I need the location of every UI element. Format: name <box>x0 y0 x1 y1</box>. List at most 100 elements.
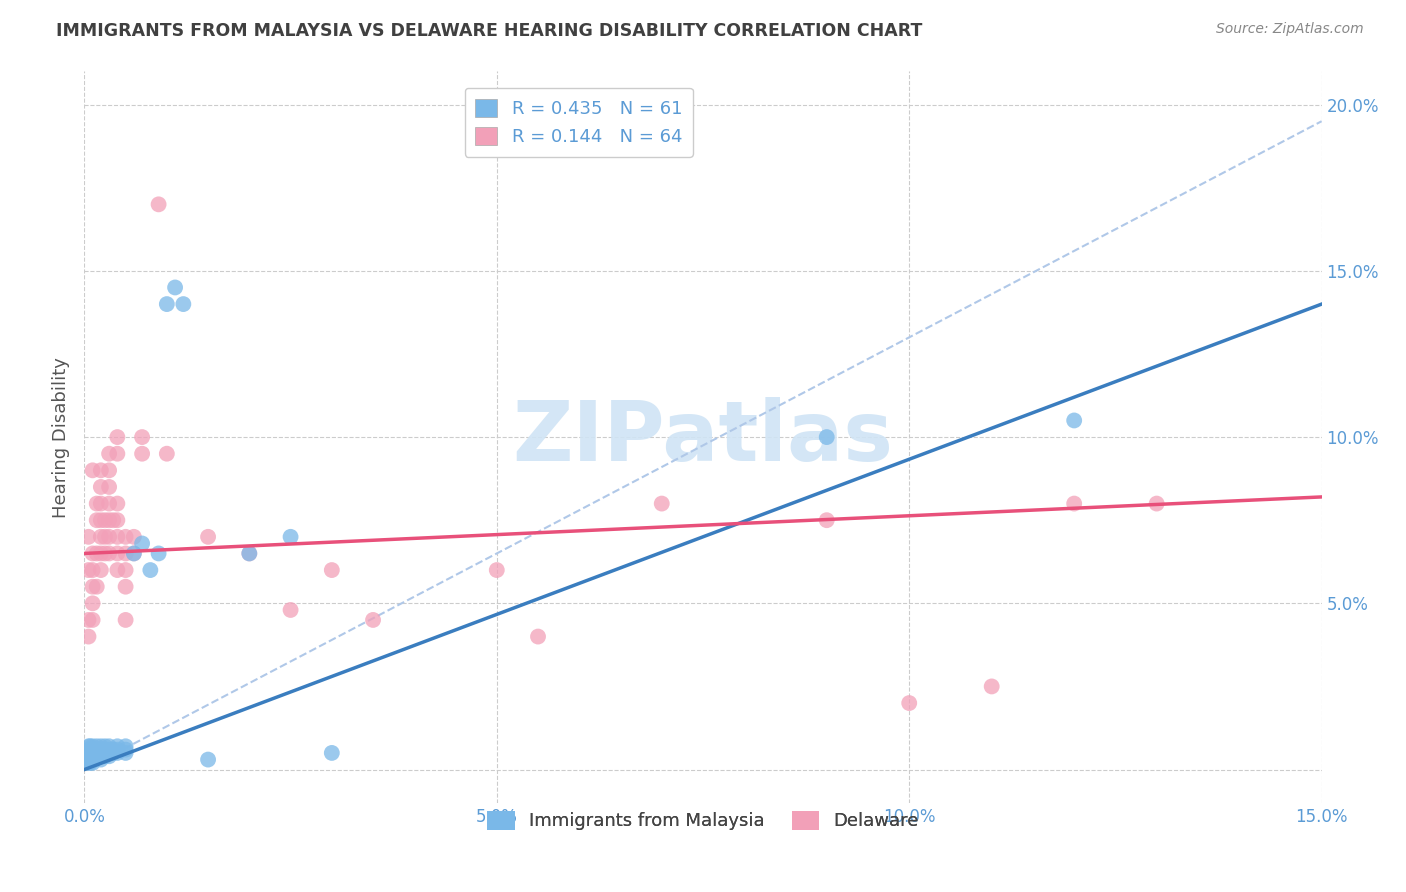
Point <box>90 513 112 527</box>
Point <box>238 546 260 560</box>
Point <box>197 530 219 544</box>
Point <box>77 749 100 764</box>
Point <box>82 742 104 756</box>
Point <box>105 563 128 577</box>
Point <box>94 530 117 544</box>
Point <box>98 480 121 494</box>
Point <box>280 530 302 544</box>
Point <box>94 546 117 560</box>
Point <box>79 749 101 764</box>
Point <box>114 746 136 760</box>
Point <box>79 746 101 760</box>
Point <box>980 680 1002 694</box>
Point <box>156 297 179 311</box>
Point <box>77 630 100 644</box>
Point <box>105 513 128 527</box>
Point <box>103 746 125 760</box>
Point <box>527 630 550 644</box>
Point <box>94 746 117 760</box>
Point <box>86 546 108 560</box>
Point <box>77 746 100 760</box>
Point <box>83 753 105 767</box>
Point <box>105 546 128 560</box>
Point <box>86 742 108 756</box>
Point <box>361 613 384 627</box>
Point <box>82 756 104 770</box>
Point <box>98 746 121 760</box>
Point <box>103 513 125 527</box>
Point <box>94 749 117 764</box>
Point <box>114 530 136 544</box>
Point <box>82 753 104 767</box>
Point <box>90 753 112 767</box>
Point <box>79 742 101 756</box>
Point <box>98 463 121 477</box>
Point <box>90 463 112 477</box>
Point <box>172 297 194 311</box>
Point <box>98 497 121 511</box>
Point <box>83 746 105 760</box>
Point <box>83 742 105 756</box>
Point <box>77 530 100 544</box>
Point <box>98 546 121 560</box>
Point <box>238 546 260 560</box>
Point <box>1063 413 1085 427</box>
Point <box>105 530 128 544</box>
Point <box>321 746 343 760</box>
Point <box>815 430 838 444</box>
Point <box>86 497 108 511</box>
Point <box>105 497 128 511</box>
Point <box>90 563 112 577</box>
Point <box>122 546 145 560</box>
Point <box>131 430 153 444</box>
Point <box>90 746 112 760</box>
Point <box>156 447 179 461</box>
Point <box>86 739 108 754</box>
Point <box>114 739 136 754</box>
Point <box>83 749 105 764</box>
Point <box>94 739 117 754</box>
Point <box>79 739 101 754</box>
Point <box>1063 497 1085 511</box>
Y-axis label: Hearing Disability: Hearing Disability <box>52 357 70 517</box>
Point <box>77 739 100 754</box>
Point <box>90 739 112 754</box>
Point <box>90 746 112 760</box>
Point <box>94 513 117 527</box>
Point <box>98 742 121 756</box>
Point <box>82 613 104 627</box>
Point <box>485 563 508 577</box>
Point <box>90 497 112 511</box>
Point <box>148 546 170 560</box>
Point <box>90 530 112 544</box>
Point <box>90 749 112 764</box>
Point <box>105 746 128 760</box>
Point <box>105 430 128 444</box>
Point <box>82 596 104 610</box>
Point <box>77 613 100 627</box>
Point <box>77 753 100 767</box>
Point <box>94 742 117 756</box>
Point <box>114 742 136 756</box>
Point <box>90 742 112 756</box>
Point <box>90 480 112 494</box>
Point <box>114 580 136 594</box>
Point <box>148 197 170 211</box>
Point <box>98 447 121 461</box>
Point <box>114 613 136 627</box>
Point <box>139 563 162 577</box>
Point <box>82 580 104 594</box>
Point <box>122 530 145 544</box>
Legend: Immigrants from Malaysia, Delaware: Immigrants from Malaysia, Delaware <box>481 804 925 838</box>
Point <box>82 546 104 560</box>
Point <box>105 742 128 756</box>
Point <box>86 749 108 764</box>
Point <box>98 530 121 544</box>
Point <box>77 756 100 770</box>
Point <box>82 739 104 754</box>
Point <box>197 753 219 767</box>
Text: IMMIGRANTS FROM MALAYSIA VS DELAWARE HEARING DISABILITY CORRELATION CHART: IMMIGRANTS FROM MALAYSIA VS DELAWARE HEA… <box>56 22 922 40</box>
Point <box>165 280 187 294</box>
Point <box>321 563 343 577</box>
Text: ZIPatlas: ZIPatlas <box>513 397 893 477</box>
